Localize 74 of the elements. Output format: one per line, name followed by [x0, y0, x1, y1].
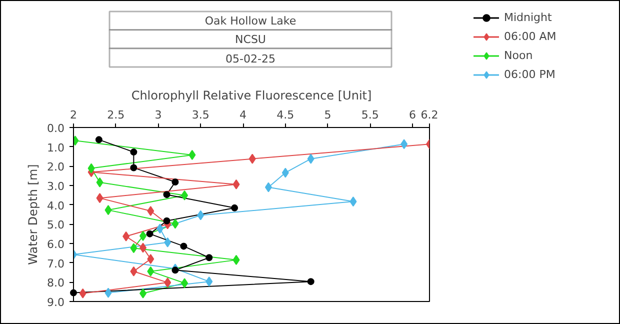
y-tick-label: 8.0 [47, 276, 65, 290]
point [147, 206, 154, 216]
x-tick-label: 6 [409, 108, 416, 122]
point [307, 278, 314, 286]
point [282, 168, 289, 178]
point [147, 254, 154, 264]
point [188, 150, 196, 160]
point [140, 242, 147, 253]
point [181, 190, 188, 200]
point [96, 177, 104, 188]
point [264, 182, 272, 192]
chart-subtitle: NCSU [235, 32, 266, 46]
point [206, 254, 213, 262]
text: 05-02-25 [226, 52, 276, 66]
point [104, 205, 112, 216]
point [172, 178, 179, 186]
point [232, 179, 240, 190]
point [95, 136, 102, 144]
point [231, 204, 238, 212]
point [206, 276, 213, 287]
y-tick-label: 4.0 [47, 199, 65, 212]
point [164, 278, 172, 288]
point [146, 230, 154, 238]
legend-label: Noon [504, 48, 533, 64]
x-tick-label: 4 [240, 108, 247, 122]
x-axis-title: Chlorophyll Relative Fluorescence [Unit] [131, 88, 372, 102]
point [96, 193, 104, 204]
y-tick-label: 3.0 [47, 180, 65, 193]
y-tick-label: 2.0 [47, 160, 65, 174]
y-tick-label: 7.0 [47, 257, 65, 270]
legend-label: 06:00 PM [504, 67, 556, 83]
x-tick-label: 4.5 [276, 108, 294, 122]
x-tick-label: 6.2 [420, 108, 438, 122]
chart-title: Oak Hollow Lake [204, 14, 296, 28]
point [350, 196, 357, 207]
y-tick-label: 9.0 [47, 296, 65, 309]
y-tick-label: 5.0 [47, 218, 65, 232]
point [156, 224, 164, 234]
point [130, 164, 138, 172]
x-tick-label: 3 [154, 108, 162, 122]
point [164, 237, 172, 248]
x-tick-label: 2 [70, 108, 77, 122]
point [232, 254, 240, 265]
point [163, 217, 170, 224]
point [248, 154, 256, 164]
point [122, 231, 130, 242]
y-tick-label: 1.0 [47, 141, 65, 154]
point [147, 266, 154, 276]
point [180, 242, 188, 250]
legend-label: Midnight [504, 10, 552, 26]
x-tick-label: 5 [324, 108, 332, 122]
point [307, 154, 314, 164]
y-tick-label: 0.0 [47, 122, 65, 135]
x-tick-label: 2.5 [107, 108, 125, 122]
x-tick-label: 5.5 [361, 108, 379, 122]
point [79, 288, 86, 298]
point [130, 243, 138, 254]
point [70, 289, 77, 296]
point [130, 266, 138, 276]
point [140, 288, 147, 298]
point [88, 163, 95, 174]
point [140, 230, 147, 241]
point [172, 266, 179, 274]
y-tick-label: 6.0 [47, 238, 65, 251]
point [163, 191, 170, 198]
x-tick-label: 3.5 [192, 108, 210, 122]
point [197, 210, 204, 220]
point [400, 139, 408, 150]
point [172, 218, 179, 229]
point [181, 278, 188, 288]
point [104, 288, 112, 298]
point [130, 148, 138, 156]
y-axis-title: Water Depth [m] [26, 164, 40, 265]
legend-label: 06:00 AM [504, 29, 556, 45]
